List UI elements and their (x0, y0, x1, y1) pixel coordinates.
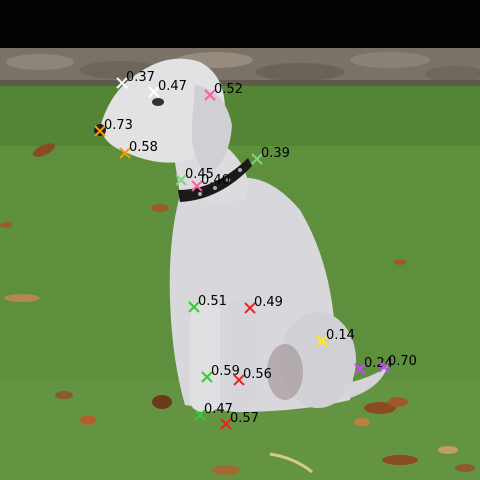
keypoint-marker: 0.49 (244, 295, 283, 314)
keypoint-x-icon (194, 409, 206, 421)
keypoint-marker: 0.14 (316, 328, 355, 347)
stone-wall (0, 48, 480, 88)
keypoint-score-label: 0.51 (198, 294, 227, 309)
keypoint-x-icon (316, 335, 328, 347)
keypoint-marker: 0.39 (251, 146, 290, 165)
keypoint-score-label: 0.49 (254, 295, 283, 310)
keypoint-score-label: 0.73 (104, 118, 133, 133)
keypoint-marker: 0.58 (119, 140, 158, 159)
keypoint-marker: 0.73 (94, 118, 133, 137)
keypoint-marker: 0.59 (201, 364, 240, 383)
keypoint-score-label: 0.39 (261, 146, 290, 161)
keypoint-x-icon (94, 125, 106, 137)
top-black-band (0, 0, 480, 48)
keypoint-marker: 0.52 (204, 82, 243, 101)
keypoint-score-label: 0.45 (185, 167, 214, 182)
keypoint-x-icon (204, 89, 216, 101)
keypoint-x-icon (119, 147, 131, 159)
keypoint-x-icon (191, 180, 203, 192)
keypoint-marker: 0.47 (194, 402, 233, 421)
keypoint-score-label: 0.24 (364, 356, 393, 371)
keypoint-score-label: 0.59 (211, 364, 240, 379)
keypoint-overlay: 0.370.47 0.520.730.58 0.390.450.400.51 0.49… (94, 70, 417, 430)
fallen-leaves (0, 143, 475, 475)
keypoint-marker: 0.56 (233, 367, 272, 386)
keypoint-score-label: 0.14 (326, 328, 355, 343)
dog (94, 58, 388, 412)
keypoint-x-icon (201, 371, 213, 383)
keypoint-marker: 0.37 (116, 70, 155, 89)
keypoint-marker: 0.45 (175, 167, 214, 186)
keypoint-x-icon (233, 374, 245, 386)
keypoint-x-icon (148, 86, 160, 98)
keypoint-marker: 0.40 (191, 173, 230, 192)
keypoint-marker: 0.47 (148, 79, 187, 98)
keypoint-marker: 0.57 (220, 411, 259, 430)
keypoint-score-label: 0.47 (158, 79, 187, 94)
keypoint-score-label: 0.70 (388, 354, 417, 369)
keypoint-marker: 0.51 (188, 294, 227, 313)
keypoint-score-label: 0.40 (201, 173, 230, 188)
keypoint-score-label: 0.56 (243, 367, 272, 382)
keypoint-score-label: 0.58 (129, 140, 158, 155)
keypoint-marker: 0.70 (378, 354, 417, 373)
keypoint-score-label: 0.47 (204, 402, 233, 417)
keypoint-x-icon (354, 363, 366, 375)
keypoint-x-icon (244, 302, 256, 314)
keypoint-x-icon (251, 153, 263, 165)
keypoint-x-icon (188, 301, 200, 313)
keypoint-x-icon (378, 361, 390, 373)
keypoint-marker: 0.24 (354, 356, 393, 375)
keypoint-x-icon (116, 77, 128, 89)
keypoint-x-icon (175, 174, 187, 186)
keypoint-score-label: 0.52 (214, 82, 243, 97)
keypoint-x-icon (220, 418, 232, 430)
keypoint-score-label: 0.37 (126, 70, 155, 85)
keypoint-score-label: 0.57 (230, 411, 259, 426)
